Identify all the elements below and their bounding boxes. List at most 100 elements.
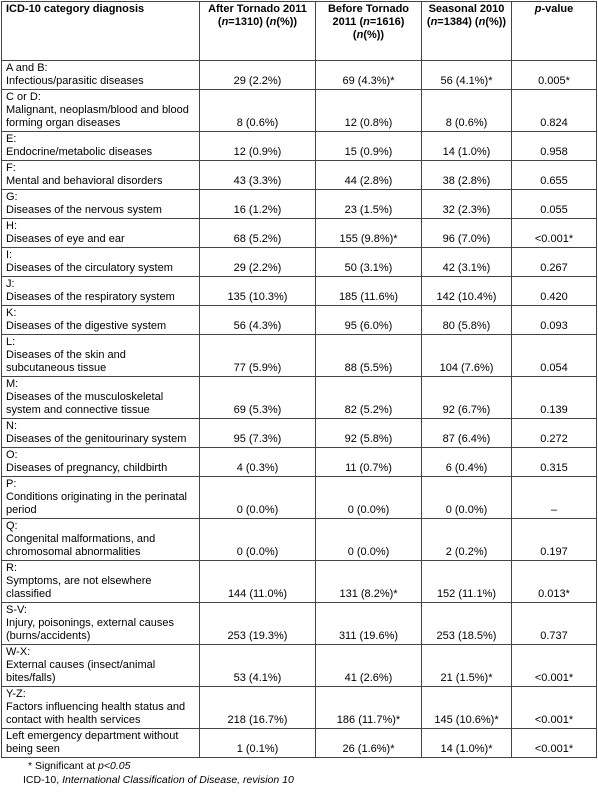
category-cell: L: Diseases of the skin and subcutaneous …: [1, 334, 200, 377]
category-cell: H: Diseases of eye and ear: [1, 218, 200, 248]
category-label: Congenital malformations, and chromosoma…: [6, 533, 156, 558]
value-cell: 82 (5.2%): [315, 376, 422, 419]
footnote: ICD-10, International Classification of …: [23, 773, 597, 787]
value-cell: 0.197: [511, 518, 597, 561]
text-fragment: International Classification of Disease,…: [62, 774, 294, 786]
value-cell: 0 (0.0%): [315, 518, 422, 561]
category-cell: Q: Congenital malformations, and chromoso…: [1, 518, 200, 561]
value-cell: 96 (7.0%): [421, 218, 512, 248]
category-cell: Y-Z: Factors influencing health status an…: [1, 686, 200, 729]
value-cell: 44 (2.8%): [315, 160, 422, 190]
category-cell: N: Diseases of the genitourinary system: [1, 418, 200, 448]
category-cell: P: Conditions originating in the perinata…: [1, 476, 200, 519]
category-code: A and B:: [6, 62, 48, 74]
text-fragment: ICD-10,: [23, 774, 63, 786]
value-cell: 14 (1.0%)*: [421, 728, 512, 758]
value-cell: 145 (10.6%)*: [421, 686, 512, 729]
category-code: S-V:: [6, 604, 27, 616]
value-cell: <0.001*: [511, 728, 597, 758]
text-fragment: (%)): [485, 16, 507, 28]
header-cell: Before Tornado 2011 (n=1616) (n(%)): [315, 1, 422, 61]
category-cell: E: Endocrine/metabolic diseases: [1, 131, 200, 161]
value-cell: 12 (0.9%): [199, 131, 316, 161]
category-code: L:: [6, 336, 16, 348]
category-cell: R: Symptoms, are not elsewhere classified: [1, 560, 200, 603]
text-fragment: n: [269, 16, 277, 28]
value-cell: 29 (2.2%): [199, 247, 316, 277]
category-label: Conditions originating in the perinatal …: [6, 491, 188, 516]
value-cell: 0.315: [511, 447, 597, 477]
value-cell: 23 (1.5%): [315, 189, 422, 219]
value-cell: <0.001*: [511, 644, 597, 687]
table-row: K: Diseases of the digestive system 56 (4.…: [1, 305, 597, 335]
value-cell: 135 (10.3%): [199, 276, 316, 306]
footnotes: * Significant at p<0.05 ICD-10, Internati…: [1, 758, 597, 787]
category-cell: F: Mental and behavioral disorders: [1, 160, 200, 190]
value-cell: 311 (19.6%): [315, 602, 422, 645]
value-cell: 4 (0.3%): [199, 447, 316, 477]
value-cell: 0.824: [511, 89, 597, 132]
table-row: A and B: Infectious/parasitic diseases 29 …: [1, 60, 597, 90]
category-code: N:: [6, 420, 17, 432]
value-cell: 186 (11.7%)*: [315, 686, 422, 729]
value-cell: 12 (0.8%): [315, 89, 422, 132]
table-row: P: Conditions originating in the perinata…: [1, 476, 597, 519]
text-fragment: n: [363, 16, 370, 28]
text-fragment: p<0.05: [98, 760, 131, 772]
text-fragment: n: [478, 16, 486, 28]
value-cell: 0 (0.0%): [315, 476, 422, 519]
category-cell: I: Diseases of the circulatory system: [1, 247, 200, 277]
category-cell: J: Diseases of the respiratory system: [1, 276, 200, 306]
category-label: Endocrine/metabolic diseases: [6, 146, 153, 158]
value-cell: 0.054: [511, 334, 597, 377]
header-cell: Seasonal 2010 (n=1384) (n(%)): [421, 1, 512, 61]
value-cell: 0.272: [511, 418, 597, 448]
category-label: Diseases of the circulatory system: [6, 262, 173, 274]
value-cell: 0.655: [511, 160, 597, 190]
data-table: ICD-10 category diagnosis After Tornado 2…: [1, 1, 597, 758]
value-cell: 0.139: [511, 376, 597, 419]
value-cell: 0.737: [511, 602, 597, 645]
value-cell: 53 (4.1%): [199, 644, 316, 687]
value-cell: 0.958: [511, 131, 597, 161]
value-cell: <0.001*: [511, 218, 597, 248]
header-cell: p-value: [511, 1, 597, 61]
value-cell: 185 (11.6%): [315, 276, 422, 306]
category-label: Diseases of the musculoskeletal system a…: [6, 391, 164, 416]
value-cell: 50 (3.1%): [315, 247, 422, 277]
category-code: C or D:: [6, 91, 41, 103]
category-label: Injury, poisonings, external causes (bur…: [6, 617, 174, 642]
value-cell: 43 (3.3%): [199, 160, 316, 190]
value-cell: <0.001*: [511, 686, 597, 729]
value-cell: 92 (6.7%): [421, 376, 512, 419]
category-label: Symptoms, are not elsewhere classified: [6, 575, 152, 600]
footnote: * Significant at p<0.05: [28, 759, 597, 773]
value-cell: 38 (2.8%): [421, 160, 512, 190]
category-cell: Left emergency department without being …: [1, 728, 200, 758]
value-cell: 95 (7.3%): [199, 418, 316, 448]
text-fragment: (%)): [276, 16, 298, 28]
category-code: H:: [6, 220, 17, 232]
header-row: ICD-10 category diagnosis After Tornado 2…: [1, 1, 597, 61]
text-fragment: * Significant at: [28, 760, 99, 772]
text-fragment: Seasonal 2010 (: [426, 3, 505, 28]
value-cell: 0.055: [511, 189, 597, 219]
text-fragment: After Tornado 2011 (: [208, 3, 307, 28]
value-cell: 0.420: [511, 276, 597, 306]
value-cell: 77 (5.9%): [199, 334, 316, 377]
value-cell: 26 (1.6%)*: [315, 728, 422, 758]
category-cell: O: Diseases of pregnancy, childbirth: [1, 447, 200, 477]
text-fragment: -value: [541, 3, 574, 15]
category-label: Diseases of the genitourinary system: [6, 433, 187, 445]
category-label: External causes (insect/animal bites/fal…: [6, 659, 156, 684]
text-fragment: ICD-10 category diagnosis: [6, 3, 145, 15]
value-cell: 0.013*: [511, 560, 597, 603]
table-row: Q: Congenital malformations, and chromoso…: [1, 518, 597, 561]
text-fragment: =1310) (: [228, 16, 270, 28]
table-row: Y-Z: Factors influencing health status an…: [1, 686, 597, 729]
value-cell: 69 (5.3%): [199, 376, 316, 419]
value-cell: 15 (0.9%): [315, 131, 422, 161]
category-label: Diseases of the respiratory system: [6, 291, 175, 303]
value-cell: 0 (0.0%): [199, 518, 316, 561]
